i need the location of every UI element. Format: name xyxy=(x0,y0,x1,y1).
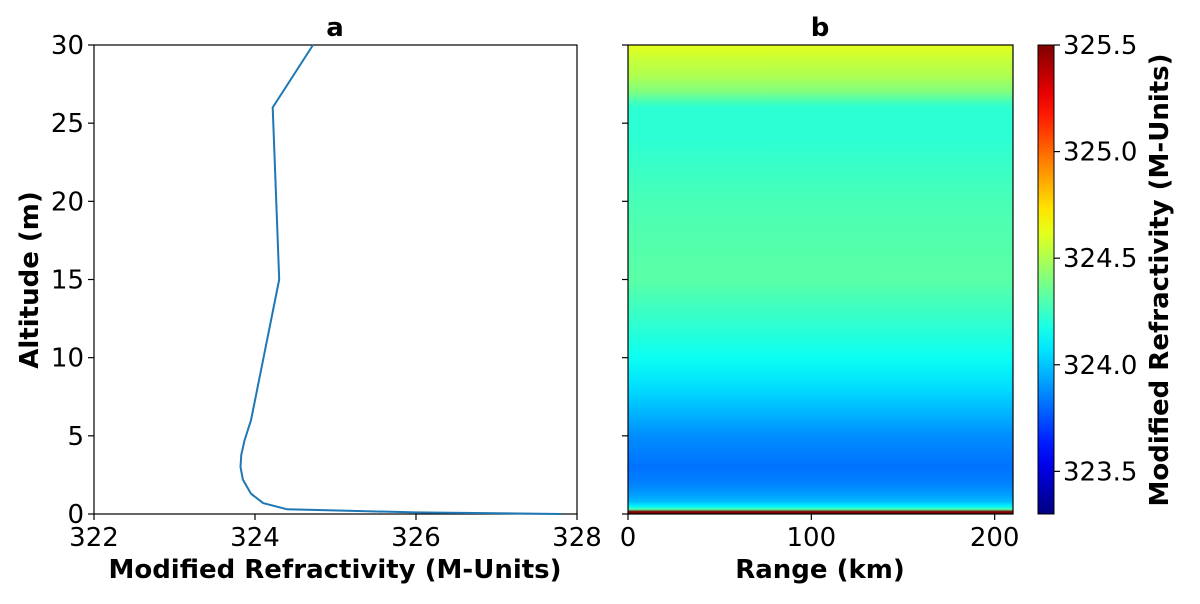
colorbar: 323.5 324.0 324.5 325.0 325.5 Modified Refra… xyxy=(1037,31,1175,515)
panel-a-ylabel: Altitude (m) xyxy=(15,191,45,368)
panel-a-xlabel: Modified Refractivity (M-Units) xyxy=(108,555,561,585)
panel-b-xlabel: Range (km) xyxy=(735,555,905,585)
panel-a-title: a xyxy=(326,13,344,43)
panel-b-xtick-label: 100 xyxy=(787,523,837,553)
panel-a-xtick-label: 328 xyxy=(552,523,602,553)
colorbar-tick-label: 323.5 xyxy=(1063,457,1137,487)
colorbar-tick-label: 325.0 xyxy=(1063,138,1137,168)
panel-a-xtick-label: 322 xyxy=(69,523,119,553)
panel-b-title: b xyxy=(811,13,830,43)
panel-b: b 0 100 200 Range (km) xyxy=(620,13,1020,585)
panel-a-ytick-label: 20 xyxy=(51,187,84,217)
colorbar-tick-label: 324.5 xyxy=(1063,244,1137,274)
panel-b-xtick-label: 0 xyxy=(620,523,637,553)
colorbar-label: Modified Refractivity (M-Units) xyxy=(1145,53,1175,506)
panel-a-ytick-label: 5 xyxy=(67,422,84,452)
refractivity-profile-line xyxy=(239,44,561,515)
panel-a-ytick-label: 30 xyxy=(51,31,84,61)
colorbar-tick-label: 325.5 xyxy=(1063,31,1137,61)
panel-a-ytick-label: 15 xyxy=(51,266,84,296)
panel-a-ytick-label: 25 xyxy=(51,109,84,139)
colorbar-gradient xyxy=(1037,44,1055,515)
colorbar-tick-label: 324.0 xyxy=(1063,351,1137,381)
panel-b-xtick-label: 200 xyxy=(970,523,1020,553)
panel-a-xtick-label: 326 xyxy=(391,523,441,553)
panel-a-frame xyxy=(93,44,578,515)
panel-a: a 322 324 326 328 0 5 10 15 20 25 30 Modified Refr… xyxy=(15,13,602,585)
refractivity-heatmap xyxy=(628,45,1013,514)
panel-a-ytick-label: 0 xyxy=(67,500,84,530)
panel-a-ytick-label: 10 xyxy=(51,344,84,374)
panel-a-xtick-label: 324 xyxy=(230,523,280,553)
